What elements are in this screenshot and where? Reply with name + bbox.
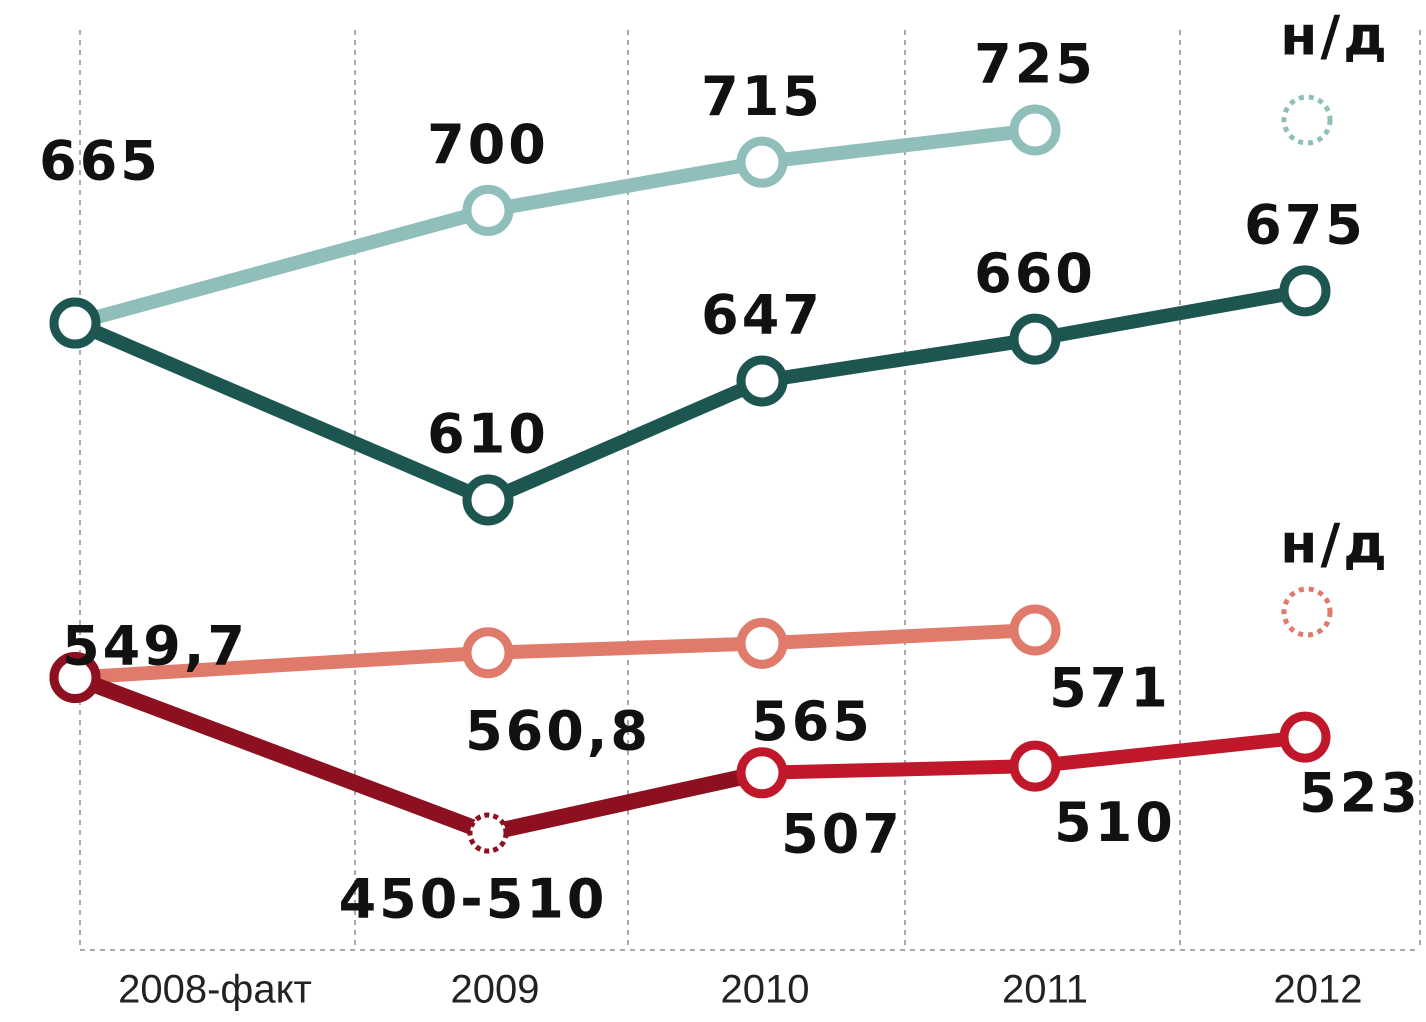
value-label: 700 (427, 113, 549, 176)
value-label: 725 (974, 33, 1096, 96)
value-label: 665 (39, 130, 161, 193)
point (462, 474, 514, 526)
point (1279, 265, 1331, 317)
x-tick-label: 2012 (1274, 968, 1363, 1012)
x-tick-label: 2010 (721, 968, 810, 1012)
value-label: 507 (781, 802, 903, 865)
point (736, 617, 788, 669)
point (1009, 604, 1061, 656)
value-label: 565 (751, 690, 873, 753)
series-line (72, 283, 1307, 507)
na-label: н/д (1280, 513, 1390, 576)
series-line (74, 623, 1036, 685)
value-label: 610 (427, 403, 549, 466)
range-point (467, 812, 509, 854)
value-label: 715 (701, 65, 823, 128)
value-label: 510 (1054, 791, 1176, 854)
point (1009, 740, 1061, 792)
frame (79, 30, 1421, 951)
na-label: н/д (1280, 5, 1390, 68)
point (49, 652, 101, 704)
point (736, 355, 788, 407)
point (49, 297, 101, 349)
x-tick-label: 2009 (451, 968, 540, 1012)
range-label: 450-510 (339, 868, 608, 931)
point (462, 184, 514, 236)
value-label: 560,8 (465, 699, 651, 762)
point (462, 627, 514, 679)
na-marker (1281, 586, 1333, 638)
value-label: 523 (1299, 762, 1421, 825)
value-label: 549,7 (62, 615, 248, 678)
value-label: 571 (1049, 657, 1171, 720)
range-connector (72, 670, 764, 842)
point (1009, 313, 1061, 365)
point (736, 136, 788, 188)
point (1279, 711, 1331, 763)
value-label: 660 (974, 242, 1096, 305)
value-label: 647 (701, 284, 823, 347)
na-marker (1281, 94, 1333, 146)
x-tick-label: 2011 (1002, 968, 1088, 1012)
series-line (73, 123, 1036, 330)
x-tick-label: 2008-факт (118, 968, 312, 1012)
point (1009, 104, 1061, 156)
value-label: 675 (1244, 194, 1366, 257)
point (736, 747, 788, 799)
